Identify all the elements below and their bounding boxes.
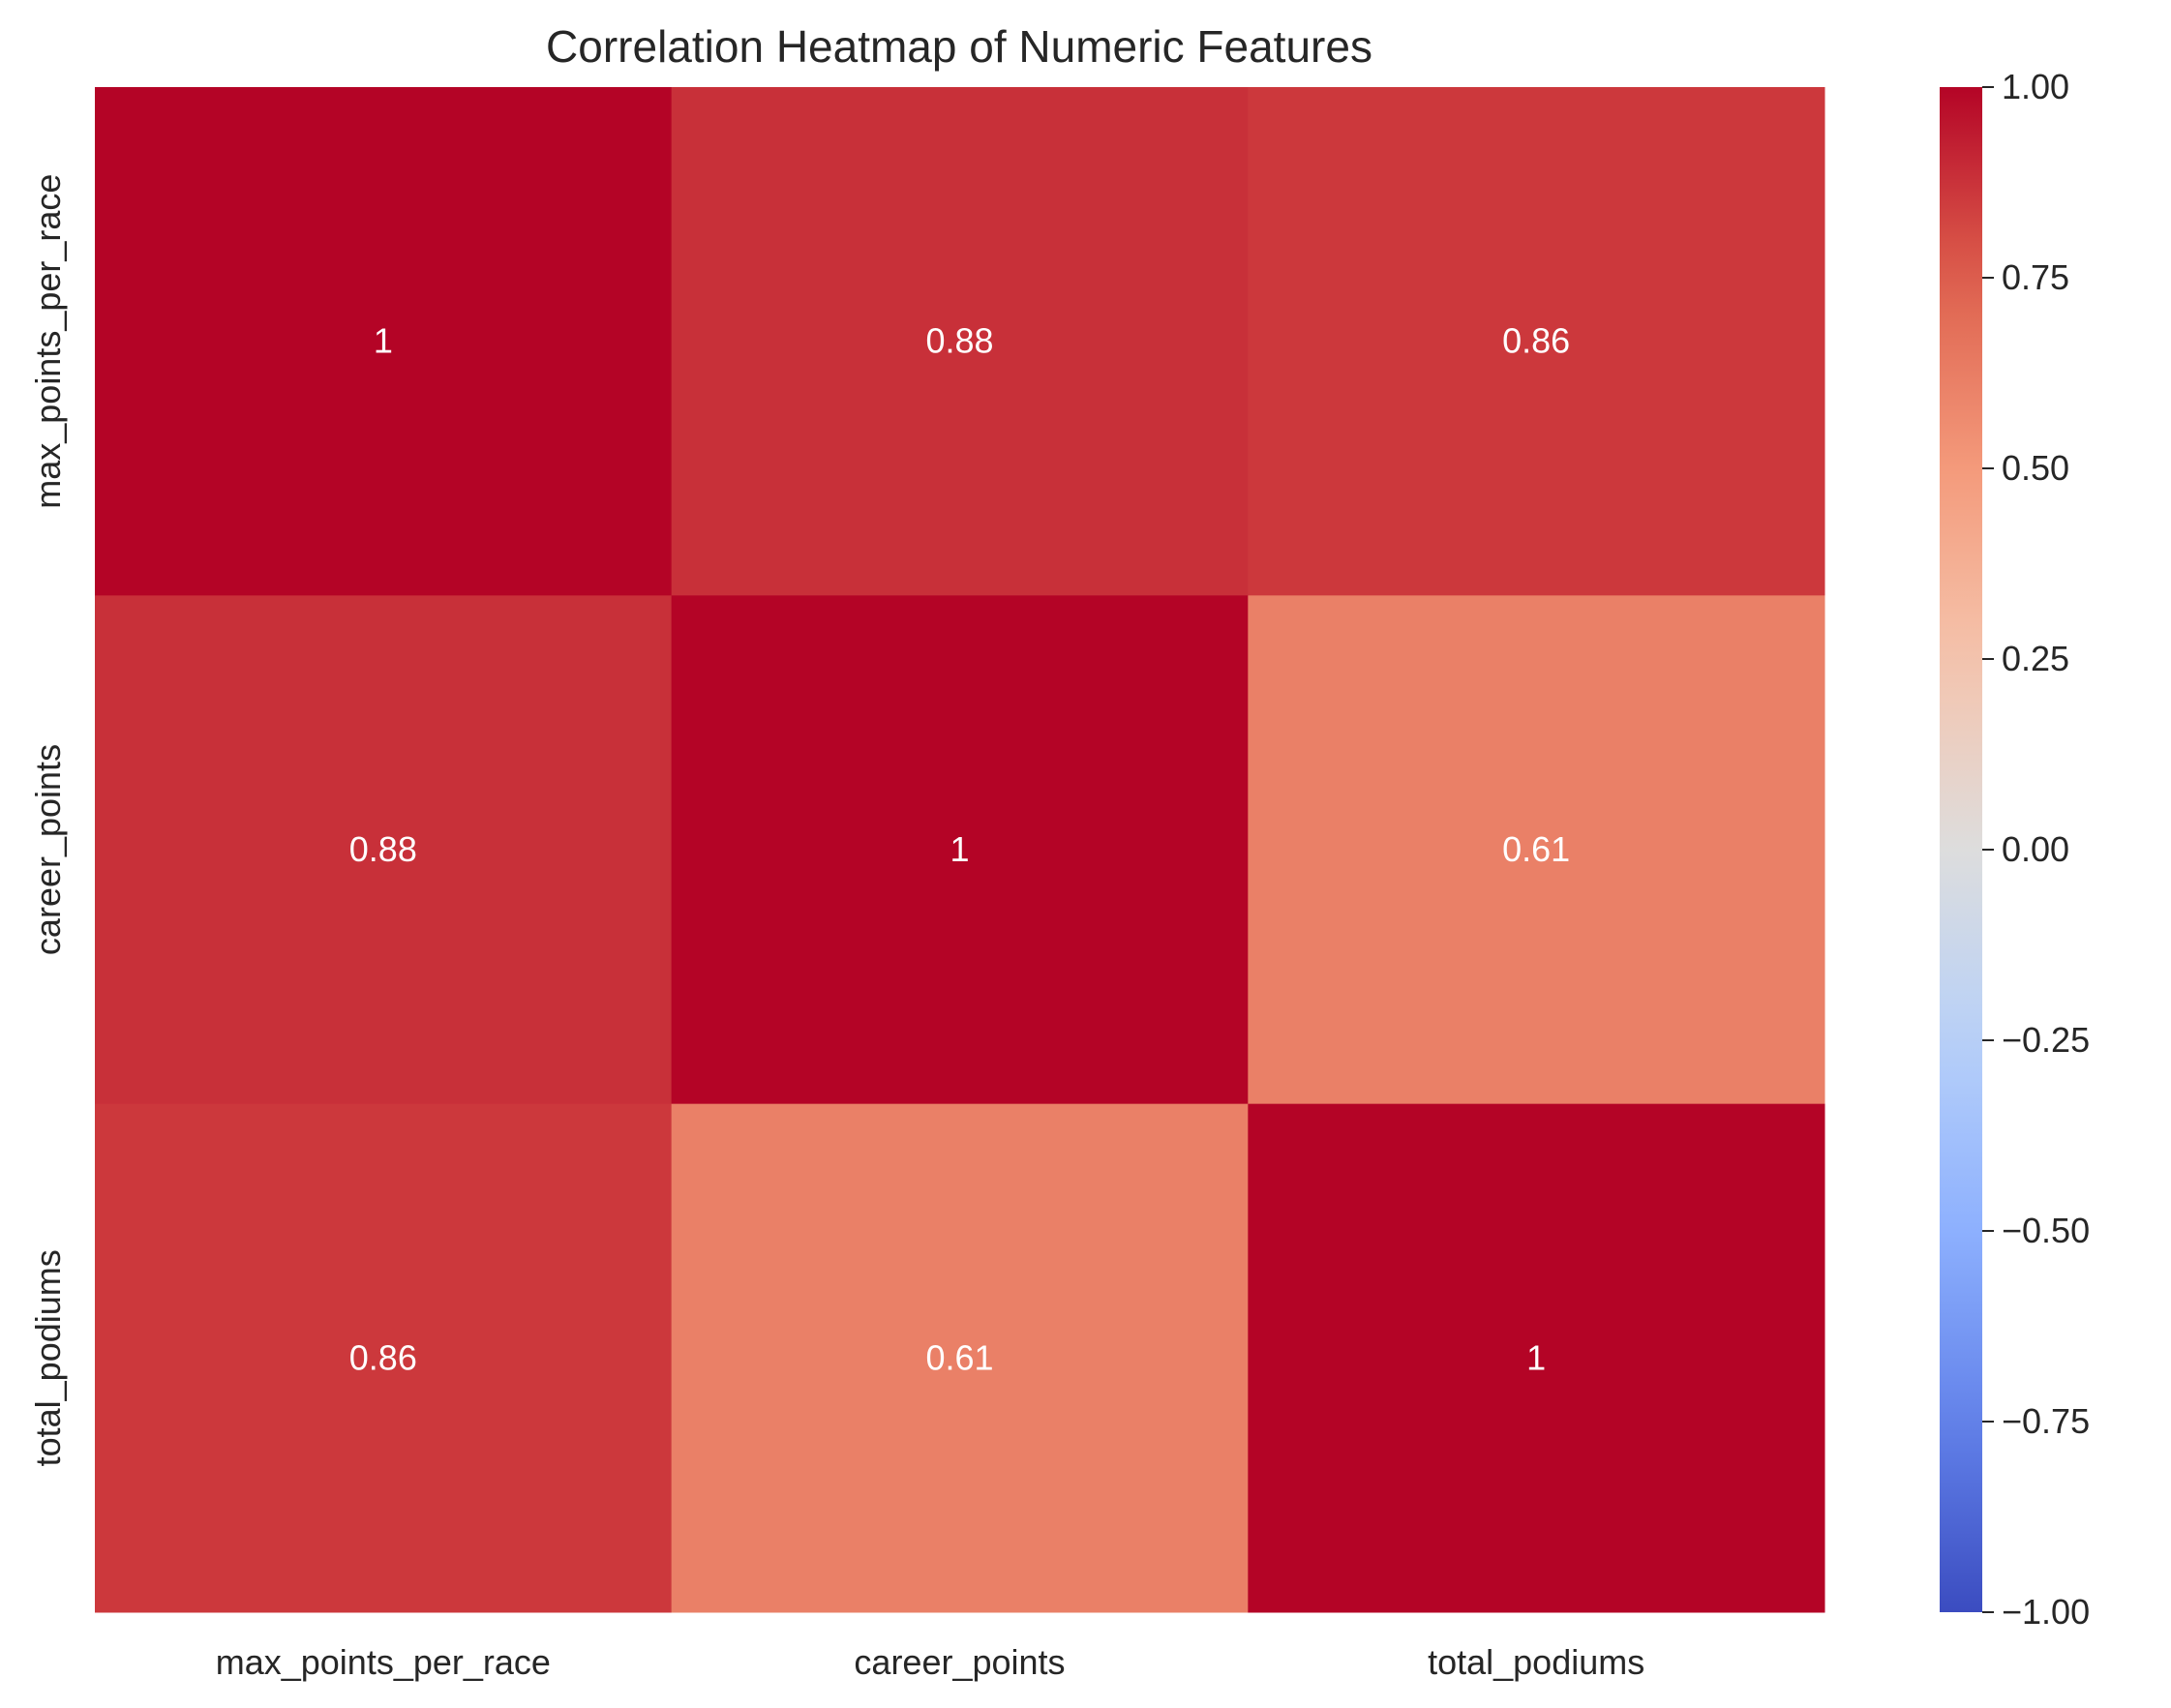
heatmap-cell [1248, 1103, 1825, 1613]
colorbar-tick-label: 0.00 [2002, 829, 2069, 869]
colorbar-tick-label: −0.25 [2002, 1020, 2090, 1060]
x-tick-label: career_points [854, 1642, 1065, 1682]
heatmap-cell [95, 1103, 673, 1613]
colorbar-tick-label: −0.50 [2002, 1211, 2090, 1250]
y-tick-label: total_podiums [28, 1249, 68, 1466]
x-tick-label: max_points_per_race [216, 1642, 551, 1682]
colorbar-tick-label: −0.75 [2002, 1401, 2090, 1441]
y-tick-label: max_points_per_race [28, 174, 68, 509]
heatmap-cell [671, 87, 1249, 596]
heatmap-cell [1248, 87, 1825, 596]
heatmap-cell [1248, 595, 1825, 1105]
cell-annotation: 1 [374, 321, 393, 361]
colorbar-tick-label: 0.50 [2002, 448, 2069, 488]
x-tick-labels: max_points_per_race career_points total_po… [216, 1642, 1645, 1682]
colorbar: 1.00 0.75 0.50 0.25 0.00 −0.25 −0.50 −0.75 −1.00 [1940, 67, 2090, 1632]
cell-annotation: 1 [950, 829, 969, 869]
cell-annotation: 0.61 [925, 1337, 993, 1377]
cell-annotation: 0.86 [349, 1337, 417, 1377]
colorbar-tick-label: 1.00 [2002, 67, 2069, 106]
x-tick-label: total_podiums [1428, 1642, 1644, 1682]
cell-annotation: 0.86 [1502, 321, 1570, 361]
colorbar-tick-label: −1.00 [2002, 1592, 2090, 1632]
heatmap-cell [95, 595, 673, 1105]
heatmap-cell [671, 595, 1249, 1105]
chart-title: Correlation Heatmap of Numeric Features [546, 21, 1372, 72]
colorbar-gradient [1940, 87, 1982, 1612]
y-tick-label: career_points [28, 744, 68, 955]
colorbar-tick-label: 0.25 [2002, 639, 2069, 678]
cell-annotation: 1 [1526, 1337, 1546, 1377]
cell-annotation: 0.88 [925, 321, 993, 361]
heatmap-cell [671, 1103, 1249, 1613]
colorbar-tick-label: 0.75 [2002, 257, 2069, 297]
cell-annotation: 0.61 [1502, 829, 1570, 869]
heatmap-cells: 1 0.88 0.86 0.88 1 0.61 0.86 0.61 1 [95, 87, 1825, 1613]
cell-annotation: 0.88 [349, 829, 417, 869]
heatmap-cell [95, 87, 673, 596]
y-tick-labels: max_points_per_race career_points total_po… [28, 174, 68, 1467]
